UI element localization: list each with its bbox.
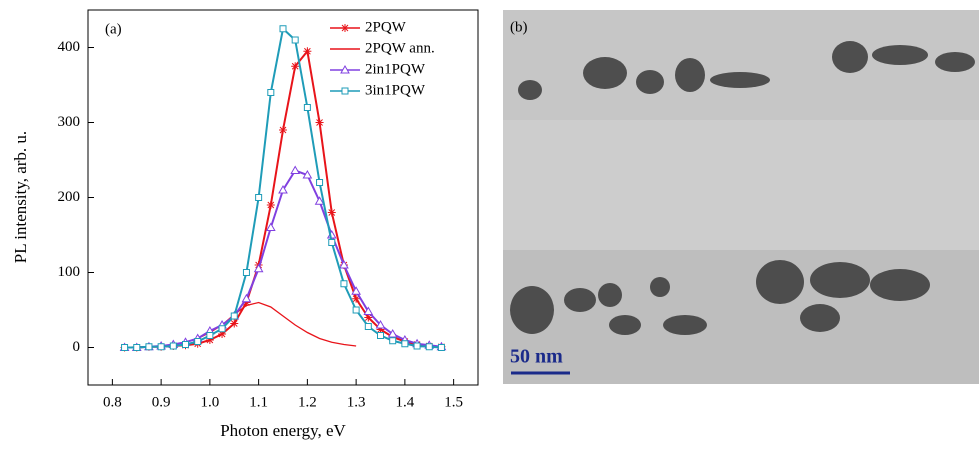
marker xyxy=(145,343,153,351)
series-line xyxy=(124,169,442,349)
x-tick-label: 1.0 xyxy=(201,394,220,410)
marker xyxy=(279,25,287,33)
marker xyxy=(230,312,238,320)
marker xyxy=(265,222,276,231)
marker xyxy=(314,196,325,205)
x-tick-label: 1.3 xyxy=(347,394,366,410)
marker xyxy=(266,201,275,209)
marker xyxy=(352,306,360,314)
marker xyxy=(241,293,252,303)
marker xyxy=(291,36,299,44)
marker xyxy=(340,64,350,74)
x-axis-label: Photon energy, eV xyxy=(220,421,346,440)
marker xyxy=(303,47,312,56)
marker xyxy=(278,184,288,194)
legend-label: 2in1PQW xyxy=(365,61,426,77)
y-tick-label: 400 xyxy=(58,39,81,55)
marker xyxy=(401,340,409,348)
marker xyxy=(413,342,421,350)
marker xyxy=(387,328,398,338)
marker xyxy=(267,89,275,96)
marker xyxy=(363,306,374,315)
marker xyxy=(205,336,214,344)
panel-label: (a) xyxy=(105,21,122,37)
marker xyxy=(351,286,361,295)
marker xyxy=(242,298,251,307)
marker xyxy=(279,126,287,134)
series-line xyxy=(124,301,357,349)
marker xyxy=(339,259,349,269)
tem-image: (b) 50 nm xyxy=(503,10,979,384)
x-tick-label: 1.4 xyxy=(396,394,415,410)
marker xyxy=(437,344,445,351)
marker xyxy=(376,325,385,334)
marker xyxy=(157,343,165,351)
marker xyxy=(121,344,129,351)
marker xyxy=(182,341,189,348)
marker xyxy=(377,332,384,339)
marker xyxy=(194,338,202,345)
y-axis-label: PL intensity, arb. u. xyxy=(11,131,30,263)
marker xyxy=(218,325,226,333)
marker xyxy=(242,269,250,276)
x-tick-label: 1.5 xyxy=(444,394,463,410)
marker xyxy=(302,169,313,179)
scale-bar-label: 50 nm xyxy=(510,346,563,368)
marker xyxy=(169,342,177,350)
marker xyxy=(364,323,372,330)
y-tick-label: 0 xyxy=(73,339,81,355)
marker xyxy=(341,24,349,32)
marker xyxy=(375,319,386,329)
panel-label: (b) xyxy=(510,19,528,35)
legend-label: 2PQW ann. xyxy=(365,40,435,56)
marker xyxy=(327,208,336,217)
x-tick-label: 0.8 xyxy=(103,394,122,410)
y-tick-label: 100 xyxy=(58,264,81,280)
marker xyxy=(389,337,397,345)
marker xyxy=(364,313,373,322)
x-tick-label: 1.1 xyxy=(249,394,268,410)
marker xyxy=(303,104,311,111)
marker xyxy=(341,87,349,95)
y-tick-label: 200 xyxy=(58,189,81,205)
y-tick-label: 300 xyxy=(58,114,81,130)
marker xyxy=(255,194,263,201)
marker xyxy=(291,62,300,71)
marker xyxy=(290,165,301,174)
legend-label: 3in1PQW xyxy=(365,82,426,98)
marker xyxy=(340,280,348,288)
marker xyxy=(316,179,324,186)
marker xyxy=(352,294,361,303)
marker xyxy=(206,332,214,339)
marker xyxy=(230,319,239,328)
marker xyxy=(133,344,141,351)
marker xyxy=(315,118,324,127)
x-tick-label: 0.9 xyxy=(152,394,171,410)
marker xyxy=(253,263,264,273)
marker xyxy=(328,239,336,246)
legend-label: 2PQW xyxy=(365,19,407,35)
x-tick-label: 1.2 xyxy=(298,394,317,410)
marker xyxy=(425,343,433,351)
marker xyxy=(218,330,227,338)
